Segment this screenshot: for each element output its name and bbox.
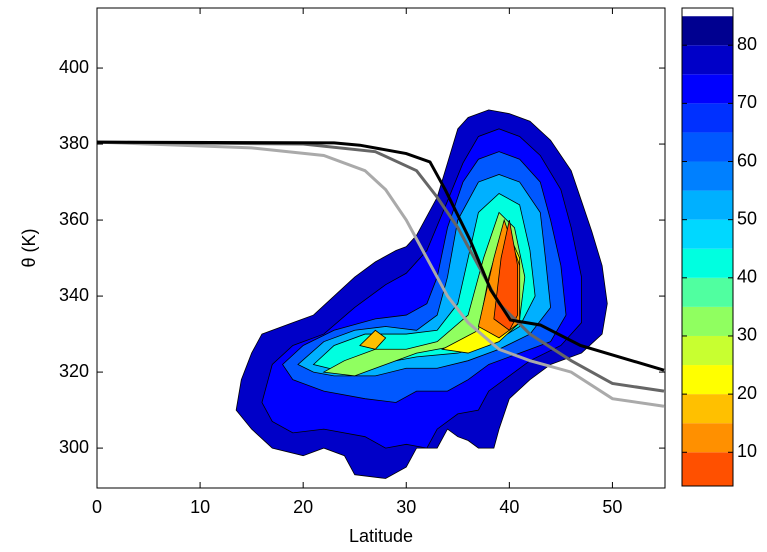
x-axis-label: Latitude [349, 526, 413, 546]
y-axis-label: θ (K) [19, 228, 39, 267]
colorbar-band [682, 423, 733, 453]
colorbar-band [682, 277, 733, 307]
y-tick-label: 380 [59, 133, 89, 153]
x-tick-label: 0 [92, 497, 102, 517]
contour-region [359, 329, 387, 350]
x-tick-label: 30 [396, 497, 416, 517]
colorbar-frame [681, 7, 734, 487]
colorbar-tick-label: 40 [737, 267, 757, 287]
axes-frame [96, 7, 666, 489]
x-tick-label: 50 [602, 497, 622, 517]
colorbar-band [682, 8, 733, 17]
line [97, 140, 665, 372]
y-tick-label: 360 [59, 209, 89, 229]
colorbar-band [682, 45, 733, 75]
colorbar: 10 20 30 40 50 60 70 80 [681, 7, 757, 487]
colorbar-band [682, 132, 733, 162]
colorbar-tick-label: 20 [737, 383, 757, 403]
x-tick-label: 20 [293, 497, 313, 517]
colorbar-band [682, 74, 733, 104]
colorbar-band [682, 452, 733, 486]
colorbar-band [682, 365, 733, 395]
line [97, 140, 665, 393]
colorbar-band [682, 16, 733, 46]
colorbar-band [682, 103, 733, 133]
colorbar-tick-label: 70 [737, 92, 757, 112]
plot-area [97, 109, 665, 479]
colorbar-tick-label: 60 [737, 150, 757, 170]
y-tick-label: 300 [59, 437, 89, 457]
colorbar-tick-label: 80 [737, 34, 757, 54]
colorbar-tick-label: 10 [737, 441, 757, 461]
x-tick-label: 10 [190, 497, 210, 517]
colorbar-tick-label: 30 [737, 325, 757, 345]
colorbar-band [682, 190, 733, 220]
y-tick-label: 400 [59, 57, 89, 77]
colorbar-band [682, 306, 733, 336]
colorbar-tick-label: 50 [737, 208, 757, 228]
colorbar-band [682, 161, 733, 191]
y-tick-label: 340 [59, 285, 89, 305]
colorbar-band [682, 335, 733, 366]
colorbar-band [682, 219, 733, 249]
colorbar-band [682, 394, 733, 424]
y-tick-label: 320 [59, 361, 89, 381]
colorbar-band [682, 248, 733, 278]
line [97, 140, 665, 408]
x-tick-label: 40 [499, 497, 519, 517]
